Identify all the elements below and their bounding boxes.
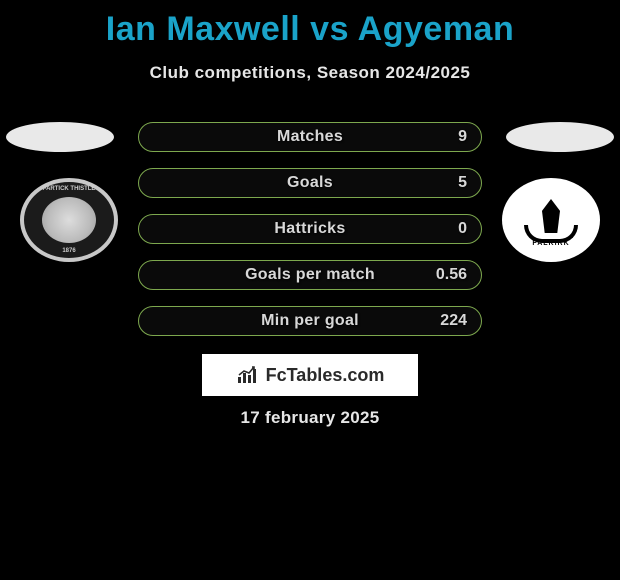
stat-value-right: 224	[440, 312, 467, 330]
stat-value-right: 5	[458, 174, 467, 192]
date-label: 17 february 2025	[0, 408, 620, 428]
stat-row: Goals per match 0.56	[138, 260, 482, 290]
watermark: FcTables.com	[202, 354, 418, 396]
chart-icon	[236, 365, 260, 385]
player-right-photo	[506, 122, 614, 152]
badge-left-year: 1876	[24, 248, 114, 254]
club-badge-right: FALKIRK	[502, 178, 600, 262]
stat-label: Goals	[287, 174, 333, 192]
stat-row: Hattricks 0	[138, 214, 482, 244]
badge-left-text-top: PARTICK THISTLE	[24, 186, 114, 192]
club-badge-left: PARTICK THISTLE 1876	[20, 178, 118, 262]
stat-row: Matches 9	[138, 122, 482, 152]
stat-label: Matches	[277, 128, 343, 146]
stat-label: Min per goal	[261, 312, 359, 330]
subtitle: Club competitions, Season 2024/2025	[0, 63, 620, 83]
stat-label: Goals per match	[245, 266, 375, 284]
stat-value-right: 0	[458, 220, 467, 238]
player-left-photo	[6, 122, 114, 152]
stat-value-right: 0.56	[436, 266, 467, 284]
stat-label: Hattricks	[274, 220, 345, 238]
stats-list: Matches 9 Goals 5 Hattricks 0 Goals per …	[138, 122, 482, 352]
badge-right-text: FALKIRK	[524, 240, 578, 247]
stat-row: Goals 5	[138, 168, 482, 198]
watermark-text: FcTables.com	[266, 365, 385, 386]
page-title: Ian Maxwell vs Agyeman	[0, 0, 620, 49]
stat-row: Min per goal 224	[138, 306, 482, 336]
stat-value-right: 9	[458, 128, 467, 146]
